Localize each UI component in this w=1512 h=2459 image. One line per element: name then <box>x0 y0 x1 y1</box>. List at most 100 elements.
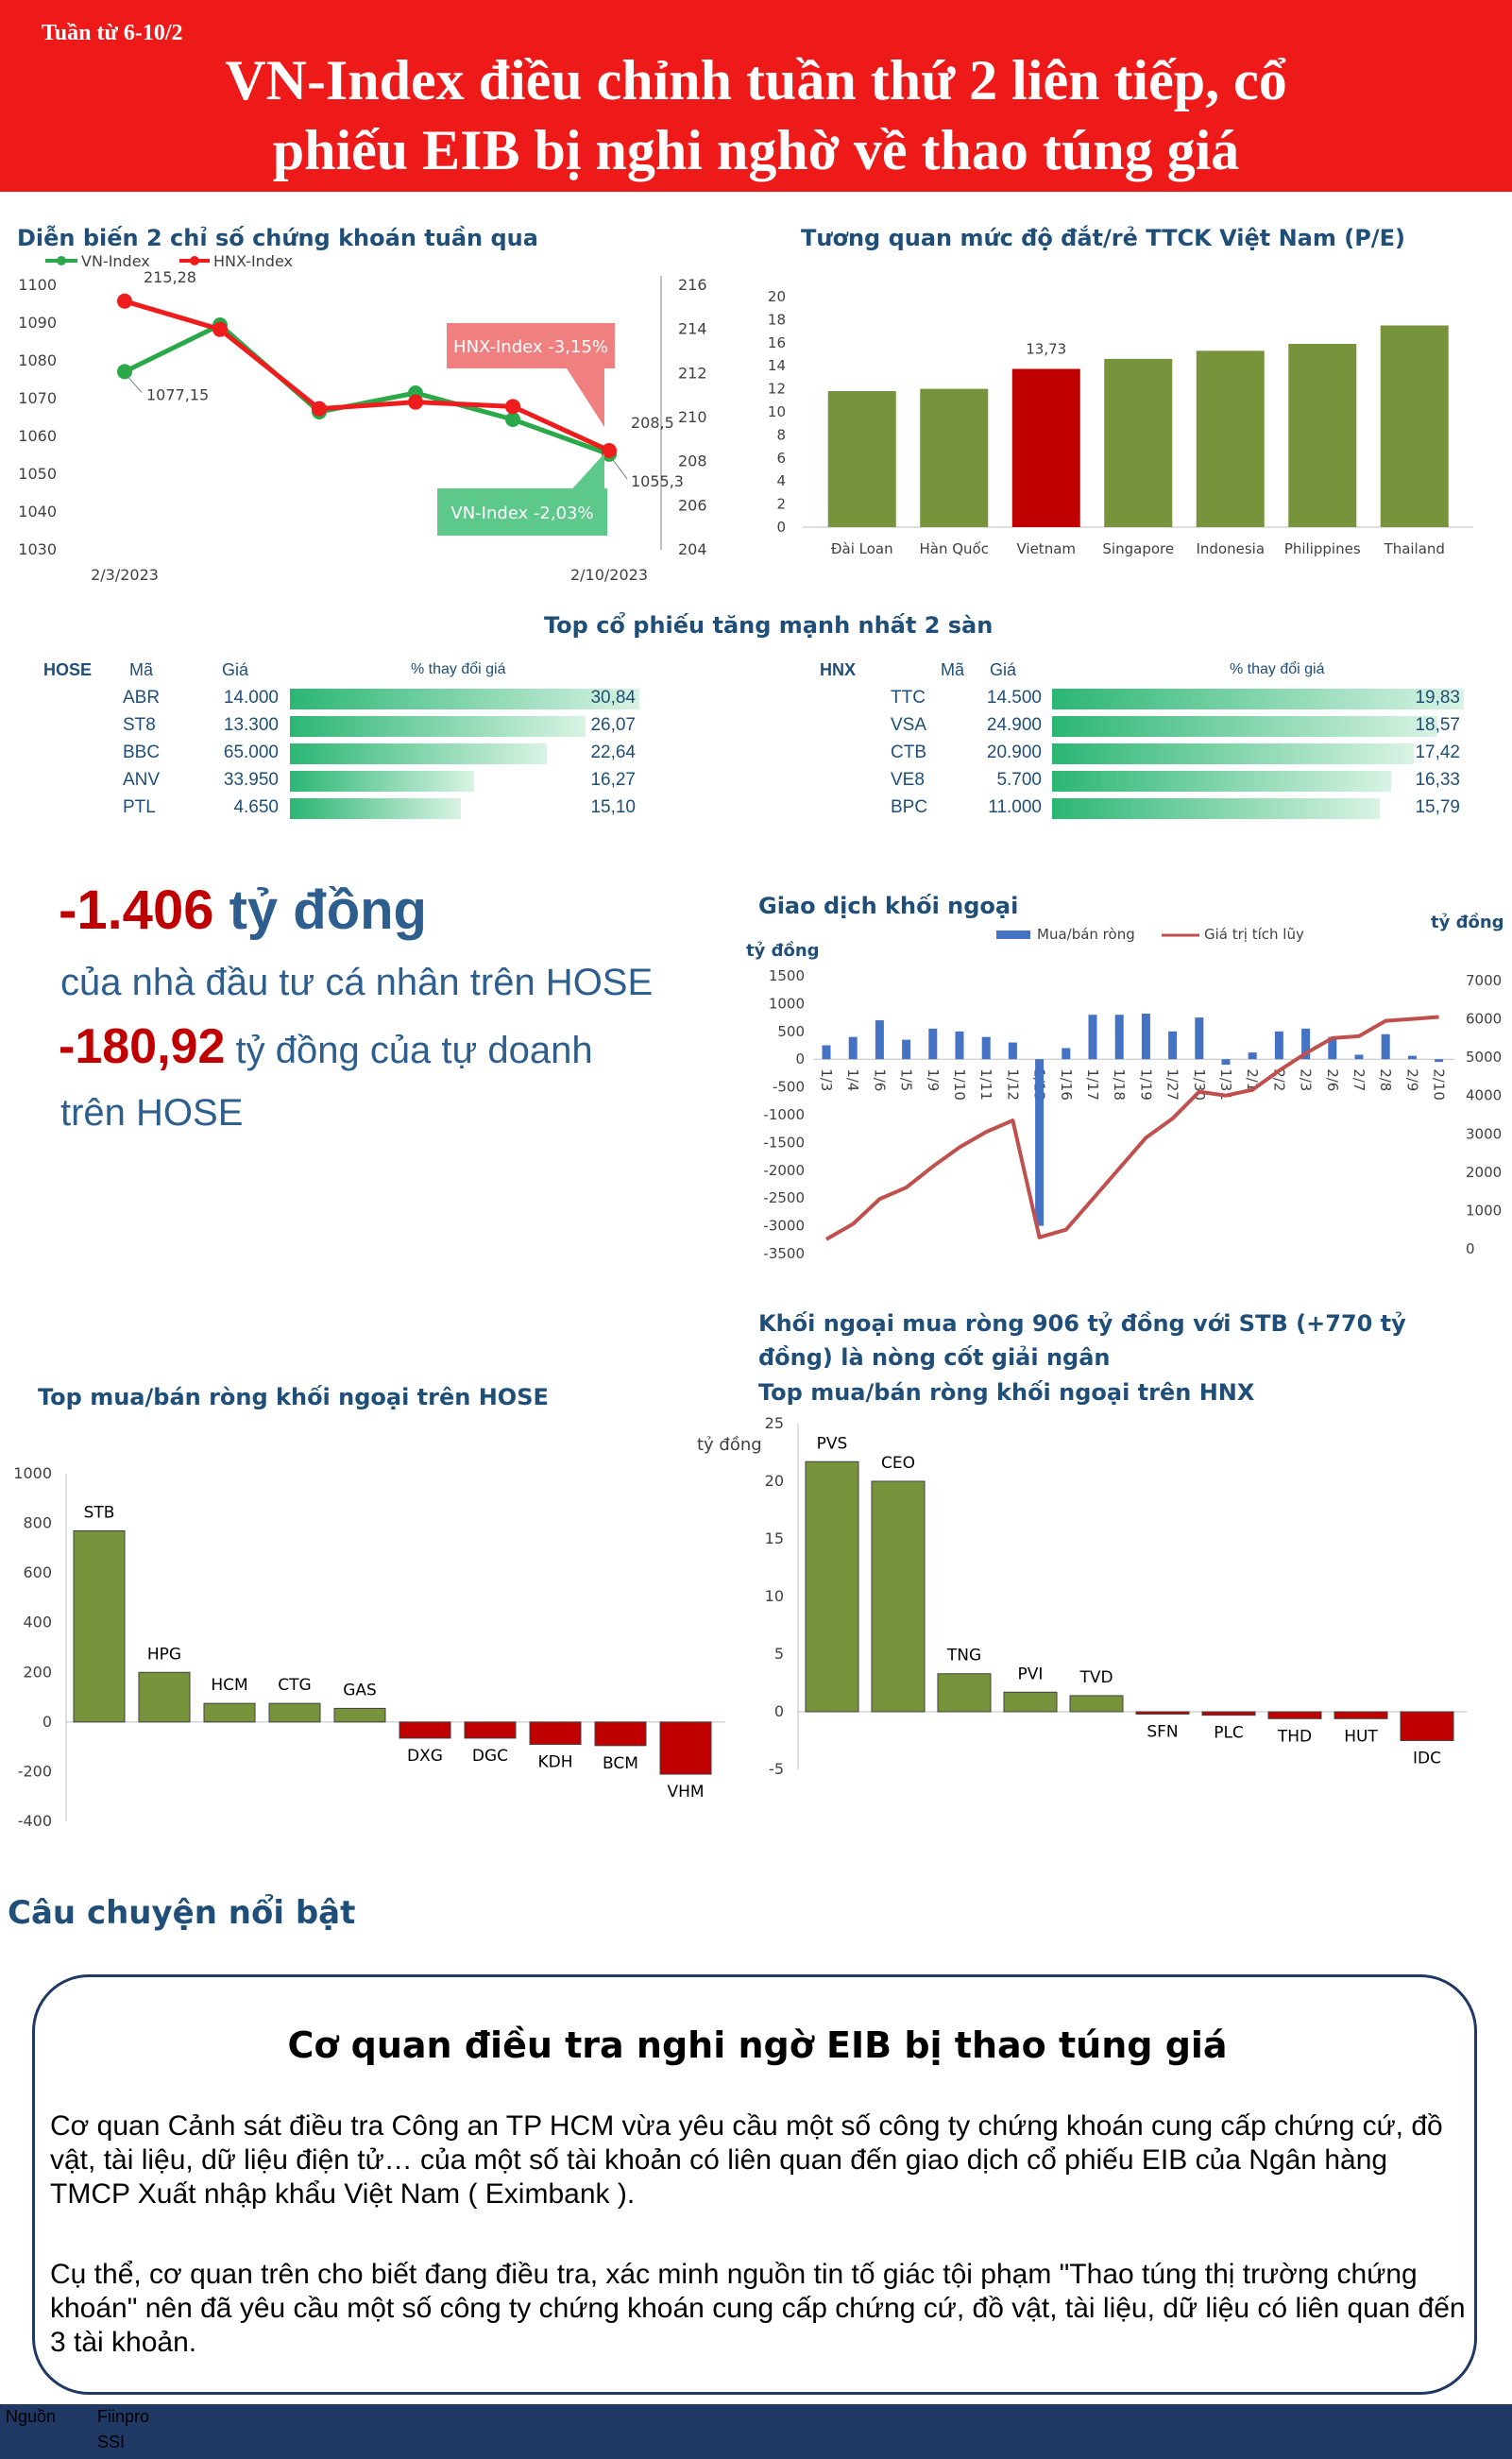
foreign-trading-title: Giao dịch khối ngoại <box>758 893 1019 919</box>
table-row-price: 14.000 <box>223 688 279 708</box>
y-left-tick: 1100 <box>18 276 57 294</box>
net-bar <box>902 1039 911 1060</box>
date-label: 1/4 <box>844 1068 861 1091</box>
y-left-tick: -500 <box>773 1079 805 1096</box>
y-tick: 20 <box>768 288 786 305</box>
y-tick: 0 <box>776 519 786 536</box>
y-tick: 1000 <box>13 1464 52 1482</box>
table-row-code: BBC <box>123 743 161 762</box>
net-bar <box>955 1031 964 1060</box>
pe-bar <box>1104 358 1173 527</box>
y-left-tick: 1030 <box>18 540 57 558</box>
net-bar <box>805 1460 859 1713</box>
date-label: 1/6 <box>871 1068 888 1091</box>
pct-bar <box>290 689 639 709</box>
y-left-tick: 1050 <box>18 465 57 483</box>
date-label: 1/3 <box>818 1068 835 1091</box>
pct-bar <box>290 771 475 792</box>
y-right-label: tỷ đồng <box>1431 913 1504 932</box>
vn-index-line <box>123 322 610 457</box>
y-right-tick: 3000 <box>1466 1125 1502 1142</box>
x-tick: 2/10/2023 <box>570 566 648 584</box>
table-row-pct: 16,33 <box>1415 770 1460 790</box>
table-row-code: ABR <box>123 688 161 708</box>
page-title-line2: phiếu EIB bị nghi nghờ về thao túng giá <box>272 119 1240 181</box>
net-bar <box>1407 1055 1417 1060</box>
table-row-code: CTB <box>891 743 926 762</box>
hnx-index-point <box>505 399 520 415</box>
pct-bar <box>290 716 586 737</box>
y-right-tick: 214 <box>678 320 707 338</box>
y-left-tick: 1000 <box>769 995 805 1012</box>
net-bar <box>1135 1711 1190 1715</box>
y-left-tick: -1000 <box>763 1106 805 1123</box>
ticker-label: KDH <box>537 1753 572 1772</box>
highlight-desc1: của nhà đầu tư cá nhân trên HOSE <box>60 962 654 1003</box>
y-left-tick: -3500 <box>763 1245 805 1262</box>
hnx-index-point <box>602 443 617 458</box>
ticker-label: PLC <box>1214 1724 1244 1743</box>
individual-net-amount: -1.406 <box>59 879 214 941</box>
ticker-label: BCM <box>603 1754 638 1773</box>
table-row-code: BPC <box>891 797 928 817</box>
legend: Mua/bán ròng Giá trị tích lũy <box>996 926 1304 943</box>
pe-bar <box>1011 368 1080 527</box>
y-tick: -5 <box>769 1760 784 1778</box>
date-label: 2/10 <box>1431 1068 1448 1101</box>
hnx-index-point <box>212 321 228 337</box>
highlight-line1: -1.406 tỷ đồng <box>59 879 427 942</box>
source-label: Nguồn <box>6 2407 57 2426</box>
page-title: VN-Index điều chỉnh tuần thứ 2 liên tiếp… <box>0 45 1512 185</box>
pct-bar <box>1052 771 1392 792</box>
data-label: 13,73 <box>1026 340 1066 357</box>
table-row-pct: 17,42 <box>1415 743 1460 762</box>
date-label: 1/5 <box>898 1068 915 1091</box>
pe-bar <box>1380 325 1449 527</box>
pct-bar <box>1052 689 1464 709</box>
hose-foreign-chart: 1000 800 600 400 200 0 -200 -400 STB HPG HCM CTG GAS… <box>13 1464 725 1830</box>
col-header-code: Mã <box>941 660 965 679</box>
y-right-tick: 216 <box>678 276 707 294</box>
y-left-tick: 1090 <box>18 314 57 332</box>
y-tick: 0 <box>774 1702 784 1720</box>
pe-bar <box>1288 344 1357 527</box>
y-tick: 8 <box>776 426 786 443</box>
exchange-label: HOSE <box>43 660 93 679</box>
y-tick: 800 <box>23 1514 52 1532</box>
y-tick: 25 <box>765 1414 784 1432</box>
table-row-price: 33.950 <box>223 770 279 790</box>
table-row-pct: 30,84 <box>590 688 636 708</box>
legend-hnx-label: HNX-Index <box>213 252 293 270</box>
net-bar <box>1062 1048 1071 1060</box>
legend-vn-label: VN-Index <box>81 252 150 270</box>
y-tick: 10 <box>768 403 786 420</box>
pct-bar <box>1052 798 1381 819</box>
highlight-desc2b: trên HOSE <box>60 1092 244 1134</box>
pe-bar <box>827 391 896 527</box>
y-left-tick: 500 <box>777 1023 805 1040</box>
index-chart-title: Diễn biến 2 chỉ số chứng khoán tuần qua <box>17 225 538 251</box>
col-header-pct: % thay đổi giá <box>1230 661 1325 677</box>
y-left-tick: 1080 <box>18 351 57 369</box>
hnx-foreign-title: Top mua/bán ròng khối ngoại trên HNX <box>758 1379 1255 1406</box>
y-tick: 0 <box>42 1713 52 1731</box>
y-right-tick: 208 <box>678 453 707 470</box>
y-tick: 6 <box>776 450 786 467</box>
table-row-pct: 19,83 <box>1415 688 1460 708</box>
y-tick: 18 <box>768 311 786 328</box>
ticker-label: PVS <box>817 1434 848 1453</box>
net-bar <box>981 1036 991 1060</box>
net-bar <box>1035 1059 1045 1226</box>
y-tick: 2 <box>776 496 786 513</box>
pct-bar <box>290 743 547 764</box>
y-left-tick: 1060 <box>18 427 57 445</box>
y-right-tick: 212 <box>678 364 707 382</box>
net-bar <box>138 1671 191 1723</box>
top-stocks-title: Top cổ phiếu tăng mạnh nhất 2 sàn <box>544 612 994 639</box>
legend-net-label: Mua/bán ròng <box>1037 926 1135 943</box>
hnx-index-point <box>312 401 327 417</box>
y-tick: 20 <box>765 1472 784 1490</box>
y-tick: -200 <box>18 1762 52 1780</box>
category-label: Indonesia <box>1196 540 1265 557</box>
